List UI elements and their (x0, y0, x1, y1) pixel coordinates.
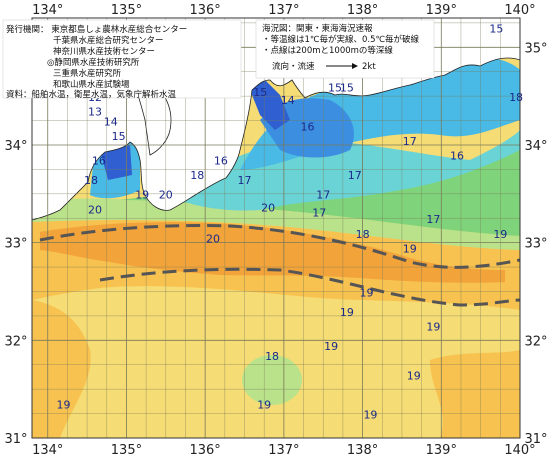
longitude-label: 136° (189, 443, 220, 458)
isotherm-label: 20 (159, 189, 173, 202)
isotherm-label: 16 (300, 120, 314, 133)
isotherm-label: 15 (340, 81, 354, 94)
longitude-label: 134° (32, 443, 63, 458)
latitude-label: 33° (524, 237, 547, 252)
isobath-note: ・点線は200mと1000mの等深線 (262, 45, 393, 56)
flow-legend-arrowhead (352, 63, 358, 69)
sea-zone-21 (40, 222, 505, 283)
isotherm-label: 17 (403, 135, 417, 148)
latitude-label: 34° (524, 139, 547, 154)
isotherm-label: 13 (88, 106, 102, 119)
longitude-label: 134° (32, 3, 63, 18)
isotherm-label: 14 (281, 94, 295, 107)
isotherm-label: 19 (493, 228, 507, 241)
longitude-labels-bottom: 134° 135° 136° 137° 138° 139° 140° (32, 443, 536, 458)
isotherm-label: 19 (324, 340, 338, 353)
isotherm-label: 15 (253, 86, 267, 99)
isotherm-label: 16 (92, 155, 106, 168)
isotherm-label: 14 (104, 115, 118, 128)
isotherm-label: 18 (265, 350, 279, 363)
latitude-labels-right: 35° 34° 33° 32° 31° (524, 41, 547, 447)
isotherm-label: 20 (261, 201, 275, 214)
longitude-label: 136° (189, 3, 220, 18)
isotherm-label: 19 (56, 399, 70, 412)
latitude-label: 32° (524, 334, 547, 349)
longitude-label: 138° (347, 443, 378, 458)
isotherm-label: 17 (426, 213, 440, 226)
isotherm-label: 15 (489, 23, 503, 36)
latitude-label: 32° (4, 334, 27, 349)
sea-zone-20-southwest (32, 300, 91, 438)
longitude-label: 135° (111, 3, 142, 18)
sea-zone-20-southeast (430, 350, 520, 438)
latitude-label: 34° (4, 139, 27, 154)
isotherm-label: 18 (84, 174, 98, 187)
isotherm-label: 16 (450, 150, 464, 163)
isotherm-label: 19 (257, 399, 271, 412)
longitude-label: 138° (347, 3, 378, 18)
isotherm-label: 20 (88, 203, 102, 216)
isotherm-label: 18 (356, 228, 370, 241)
isotherm-label: 19 (363, 408, 377, 421)
longitude-label: 137° (268, 443, 299, 458)
isotherm-label: 19 (360, 286, 374, 299)
longitude-label: 139° (426, 443, 457, 458)
isotherm-note: ・等温線は1℃毎が実線、0.5℃毎が破線 (262, 34, 420, 45)
isotherm-label: 19 (340, 306, 354, 319)
publisher-line-6: 和歌山県水産試験場 (53, 79, 130, 90)
sea-zone-13-west (100, 145, 132, 180)
sea-zone-18 (32, 198, 520, 250)
isotherm-label: 15 (328, 81, 342, 94)
isotherm-label: 17 (316, 189, 330, 202)
sea-zone-13 (250, 80, 290, 130)
kuroshio-path-south (99, 267, 520, 307)
isotherm-label: 18 (190, 169, 204, 182)
longitude-label: 135° (111, 443, 142, 458)
publisher-line-4: ◎静岡県水産技術研究所 (47, 57, 140, 68)
publisher-line-2: 千葉県水産総合研究センター (53, 35, 164, 46)
sea-zone-18-patch (242, 355, 302, 405)
longitude-label: 139° (426, 3, 457, 18)
isotherm-label: 19 (403, 242, 417, 255)
flow-legend-speed: 2kt (362, 62, 376, 72)
latitude-label: 33° (4, 237, 27, 252)
map-info-panel: 海況図：関東・東海海況速報 ・等温線は1℃毎が実線、0.5℃毎が破線 ・点線は2… (255, 19, 435, 79)
longitude-label: 140° (504, 443, 535, 458)
flow-legend-label: 流向・流速 (272, 61, 315, 72)
publisher-line-3: 神奈川県水産技術センター (53, 46, 155, 57)
latitude-label: 31° (4, 432, 27, 447)
longitude-label: 140° (504, 3, 535, 18)
isotherm-label: 15 (112, 130, 126, 143)
isotherm-label: 17 (312, 206, 326, 219)
isotherm-label: 17 (348, 169, 362, 182)
isotherm-label: 20 (206, 233, 220, 246)
isotherm-label: 16 (214, 155, 228, 168)
chart-name: 海況図：関東・東海海況速報 (262, 23, 373, 34)
publisher-panel: 発行機関： 東京都島しょ農林水産総合センター 千葉県水産総合研究センター 神奈川… (2, 19, 242, 100)
map-frame (31, 17, 521, 439)
isotherm-label: 19 (426, 321, 440, 334)
publisher-line-1: 発行機関： 東京都島しょ農林水産総合センター (6, 24, 187, 35)
longitude-label: 137° (268, 3, 299, 18)
isotherm-label: 18 (509, 91, 523, 104)
latitude-label: 35° (524, 41, 547, 56)
kuroshio-path-north (39, 224, 520, 269)
latitude-label: 31° (524, 432, 547, 447)
publisher-line-5: 三重県水産研究所 (53, 68, 122, 79)
latitude-labels-left: 35°34°33°32°31° (4, 41, 27, 447)
isotherm-label: 19 (407, 369, 421, 382)
isotherm-label: 19 (135, 189, 149, 202)
data-source-line: 資料：船舶水温，衛星水温，気象庁解析水温 (6, 89, 177, 100)
longitude-labels-top: 134° 135° 136° 137° 138° 139° 140° (32, 3, 536, 18)
isotherm-label: 17 (238, 174, 252, 187)
